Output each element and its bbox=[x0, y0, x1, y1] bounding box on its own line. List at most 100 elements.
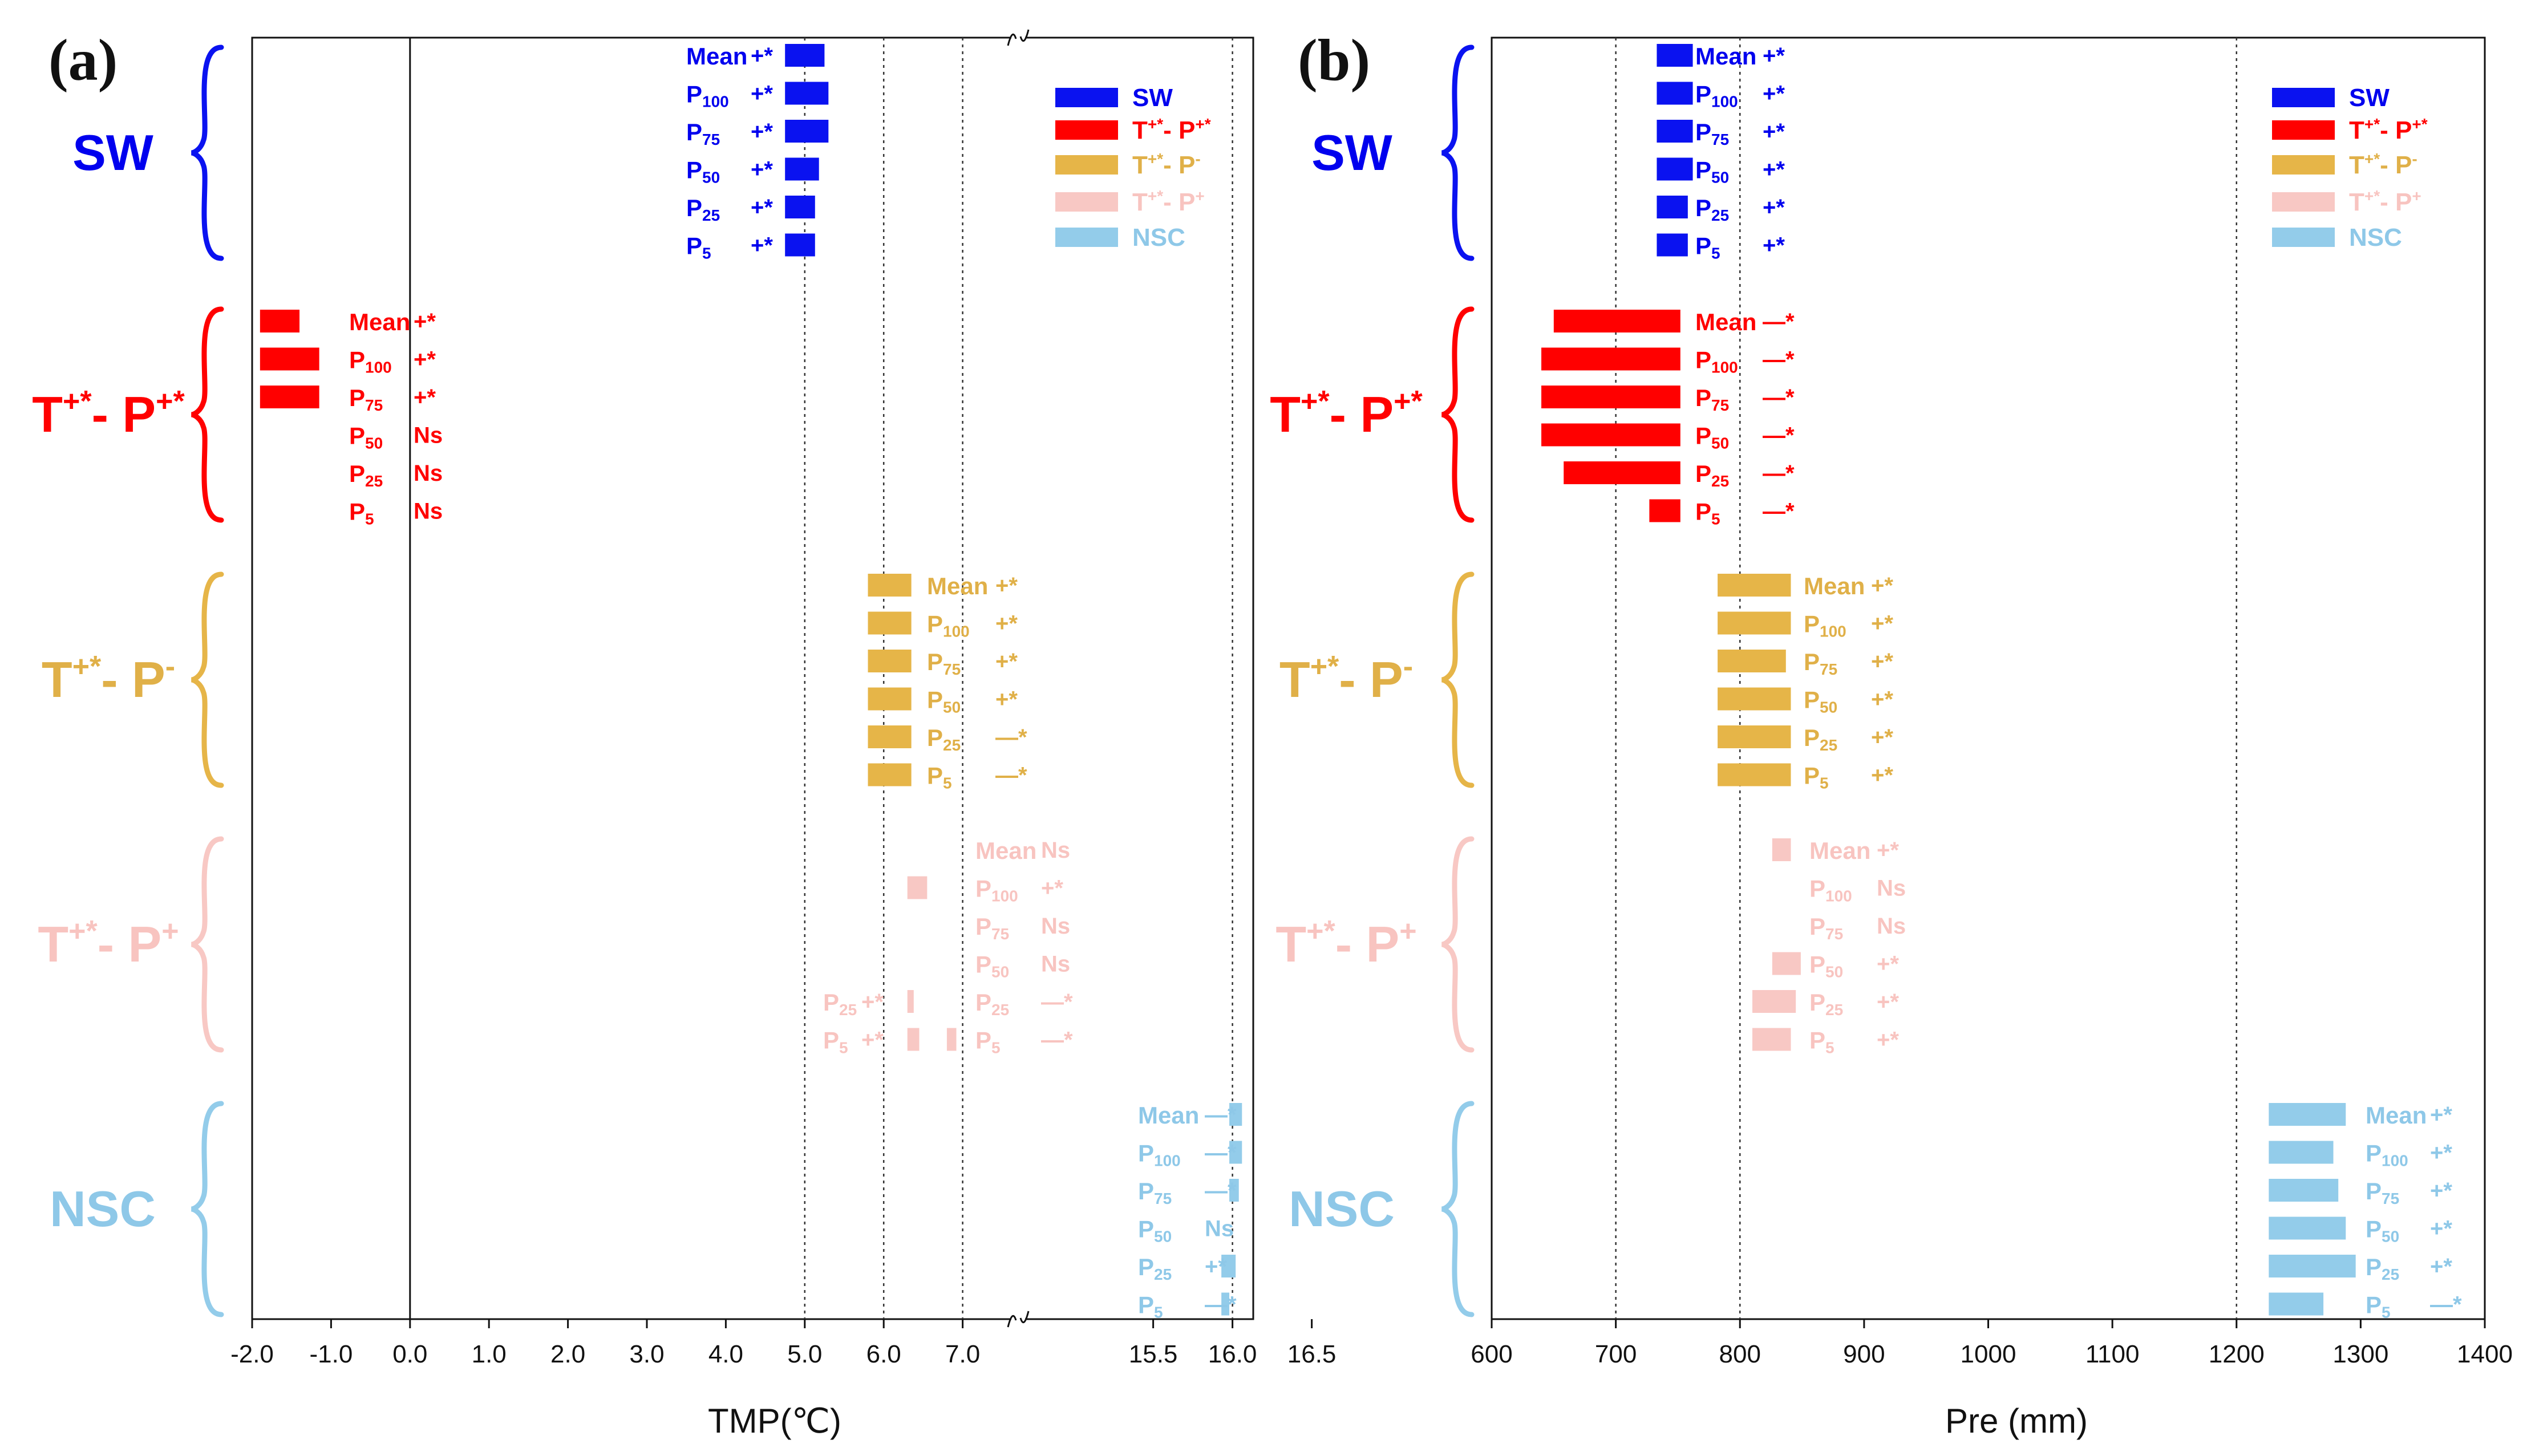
row-label: P75 bbox=[1695, 384, 1729, 414]
significance-label: —* bbox=[1763, 347, 1795, 372]
row-label: P75 bbox=[1695, 119, 1729, 148]
significance-label: —* bbox=[995, 763, 1027, 788]
significance-label: +* bbox=[1041, 876, 1063, 901]
tick-label: 1.0 bbox=[472, 1340, 507, 1368]
legend-swatch bbox=[1055, 88, 1118, 107]
group-brace bbox=[191, 1101, 224, 1317]
tick-label: 1000 bbox=[1961, 1340, 2016, 1368]
bar bbox=[907, 1028, 920, 1051]
significance-label: Ns bbox=[414, 423, 443, 448]
bar bbox=[1657, 44, 1693, 67]
significance-label: —* bbox=[1763, 385, 1795, 410]
row-label: P100 bbox=[1138, 1140, 1181, 1170]
row-label: Mean bbox=[1695, 309, 1756, 335]
group-brace bbox=[191, 306, 224, 523]
significance-label: +* bbox=[995, 611, 1018, 636]
significance-label: Ns bbox=[414, 461, 443, 486]
significance-label: +* bbox=[1877, 1028, 1899, 1053]
significance-label: —* bbox=[1205, 1141, 1237, 1166]
significance-label: +* bbox=[2430, 1178, 2452, 1203]
row-label: Mean bbox=[1695, 43, 1756, 70]
bar bbox=[1553, 310, 1680, 332]
panel-label: (b) bbox=[1298, 27, 1370, 93]
row-label: P75 bbox=[975, 913, 1009, 943]
bar bbox=[2269, 1255, 2356, 1277]
tick-label: -2.0 bbox=[230, 1340, 274, 1368]
row-label: P50 bbox=[686, 157, 720, 186]
legend-swatch bbox=[2272, 228, 2335, 247]
legend-swatch bbox=[2272, 155, 2335, 175]
legend-label: SW bbox=[1132, 84, 1173, 112]
legend-swatch bbox=[1055, 155, 1118, 175]
legend-label: NSC bbox=[1132, 224, 1185, 252]
significance-label: +* bbox=[1871, 611, 1893, 636]
bar bbox=[1772, 838, 1791, 861]
row-label: P5 bbox=[1138, 1292, 1163, 1321]
significance-label: Ns bbox=[1041, 914, 1070, 939]
significance-label: —* bbox=[1041, 989, 1073, 1015]
significance-label-extra: +* bbox=[861, 989, 884, 1015]
bar bbox=[868, 611, 912, 635]
row-label: P25 bbox=[975, 989, 1009, 1019]
legend-label: T+*- P- bbox=[1132, 150, 1201, 179]
panel-b: (b) 600 700 800 900 1000 1100 1200 1300 1400 Pre (… bbox=[1298, 27, 2513, 1440]
significance-label: Ns bbox=[1041, 838, 1070, 863]
bar bbox=[1772, 952, 1801, 975]
row-label: P5 bbox=[1804, 763, 1829, 792]
tick-label: 1100 bbox=[2085, 1340, 2140, 1368]
group-title: SW bbox=[1311, 124, 1392, 181]
row-label: P100 bbox=[927, 611, 970, 640]
plot-frame bbox=[251, 36, 1254, 1320]
significance-label: +* bbox=[995, 687, 1018, 712]
tick-label: 600 bbox=[1471, 1340, 1512, 1368]
row-label: P50 bbox=[1695, 157, 1729, 186]
significance-label: +* bbox=[751, 82, 773, 107]
row-label: P50 bbox=[349, 423, 383, 452]
row-label: P75 bbox=[1809, 913, 1843, 943]
legend-label: SW bbox=[2349, 84, 2390, 112]
group-brace bbox=[1441, 44, 1475, 261]
row-label: Mean bbox=[1809, 837, 1870, 864]
bar bbox=[868, 574, 912, 597]
significance-label: +* bbox=[2430, 1216, 2452, 1242]
significance-label: +* bbox=[414, 385, 436, 410]
row-label: P50 bbox=[1695, 423, 1729, 452]
group-brace bbox=[191, 44, 224, 261]
bar bbox=[1229, 1179, 1239, 1202]
significance-label: —* bbox=[1205, 1178, 1237, 1203]
bar bbox=[260, 347, 319, 371]
tick-label: 7.0 bbox=[945, 1340, 980, 1368]
significance-label: +* bbox=[995, 573, 1018, 598]
significance-label: +* bbox=[1763, 82, 1785, 107]
significance-label: +* bbox=[751, 119, 773, 144]
legend-label: T+*- P+* bbox=[1132, 115, 1211, 144]
tick-label: 700 bbox=[1595, 1340, 1637, 1368]
significance-label: +* bbox=[1871, 649, 1893, 674]
significance-label: +* bbox=[1763, 157, 1785, 182]
row-label: P100 bbox=[1809, 875, 1852, 905]
group-title: NSC bbox=[50, 1181, 156, 1237]
legend-label: NSC bbox=[2349, 224, 2402, 252]
bar bbox=[946, 1028, 957, 1051]
group-title: SW bbox=[72, 124, 153, 181]
bar bbox=[1564, 461, 1680, 484]
group-title: T+*- P- bbox=[1279, 650, 1413, 708]
axis-break-mark bbox=[1019, 29, 1030, 42]
significance-label: +* bbox=[2430, 1254, 2452, 1279]
row-label: Mean bbox=[1138, 1102, 1199, 1129]
bar bbox=[2269, 1216, 2346, 1240]
legend-swatch bbox=[2272, 88, 2335, 107]
bar bbox=[2269, 1103, 2346, 1126]
significance-label: +* bbox=[1877, 838, 1899, 863]
significance-label: —* bbox=[1763, 461, 1795, 486]
row-label: P100 bbox=[1695, 347, 1738, 376]
legend-label: T+*- P+ bbox=[1132, 187, 1205, 216]
row-label: P25 bbox=[1804, 724, 1837, 754]
row-label: Mean bbox=[686, 43, 747, 70]
bar bbox=[1718, 725, 1791, 748]
tick-label: 15.5 bbox=[1129, 1340, 1178, 1368]
axis-break-mark bbox=[1007, 33, 1017, 46]
bar bbox=[1718, 687, 1791, 711]
significance-label: +* bbox=[1763, 233, 1785, 258]
